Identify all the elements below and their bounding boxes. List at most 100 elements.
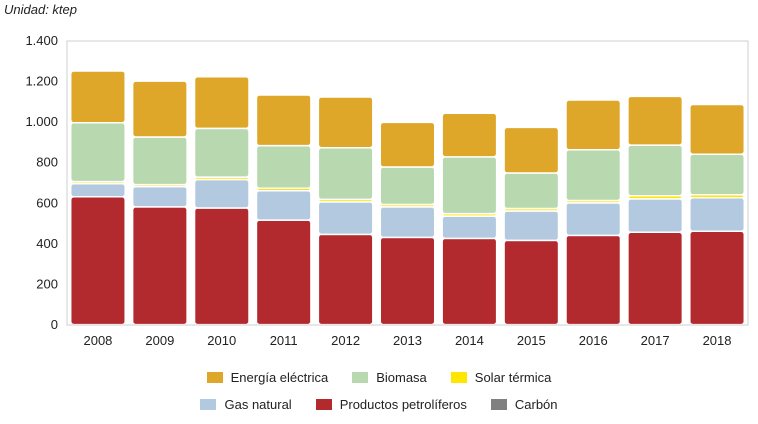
x-tick-label: 2010 [207, 333, 236, 348]
y-tick-label: 1.200 [25, 74, 58, 89]
legend-swatch [490, 399, 507, 410]
legend-swatch [200, 399, 217, 410]
bar-stack-2017 [627, 95, 684, 326]
bar-segment [255, 144, 312, 190]
bar-segment [379, 236, 436, 326]
bar-stack-2009 [131, 80, 188, 326]
legend-label: Gas natural [224, 397, 292, 412]
bar-stack-2013 [379, 121, 436, 326]
bar-segment [131, 80, 188, 138]
bar-segment [317, 96, 374, 149]
x-tick-label: 2008 [83, 333, 112, 348]
bar-stack-2018 [689, 103, 746, 326]
bar-segment [379, 166, 436, 206]
bar-segment [565, 148, 622, 202]
legend-item-energia-electrica: Energía eléctrica [206, 370, 329, 385]
legend-label: Energía eléctrica [230, 370, 329, 385]
bar-segment [441, 112, 498, 158]
legend-item-solar-termica: Solar térmica [450, 370, 552, 385]
y-tick-label: 600 [36, 195, 58, 210]
bar-stack-2012 [317, 96, 374, 326]
bar-segment [317, 201, 374, 236]
bar-segment [379, 121, 436, 168]
bar-segment [689, 103, 746, 155]
bar-segment [627, 231, 684, 326]
y-tick-label: 1.000 [25, 114, 58, 129]
legend-row-1: Energía eléctrica Biomasa Solar térmica [0, 370, 758, 385]
bar-stack-2010 [193, 75, 250, 326]
bar-segment [69, 70, 126, 124]
bar-segment [193, 178, 250, 209]
x-tick-label: 2014 [455, 333, 484, 348]
legend-swatch [352, 372, 369, 383]
bar-segment [193, 127, 250, 178]
legend-swatch [450, 372, 467, 383]
bar-segment [503, 172, 560, 210]
bar-segment [441, 156, 498, 215]
bar-stack-2016 [565, 99, 622, 326]
x-tick-label: 2012 [331, 333, 360, 348]
x-tick-label: 2009 [145, 333, 174, 348]
legend-label: Carbón [514, 397, 558, 412]
bar-segment [565, 234, 622, 326]
bar-segment [193, 75, 250, 130]
bar-segment [193, 207, 250, 326]
bar-stack-2008 [69, 70, 126, 326]
bar-segment [317, 233, 374, 326]
bar-segment [689, 230, 746, 326]
bar-segment [255, 189, 312, 221]
bar-stacks [69, 70, 746, 326]
bar-stack-2014 [441, 112, 498, 326]
bar-segment [689, 197, 746, 233]
plot-frame [66, 40, 749, 326]
bar-stack-2015 [503, 126, 560, 326]
y-tick-label: 0 [51, 317, 58, 332]
legend-swatch [315, 399, 332, 410]
x-tick-label: 2015 [517, 333, 546, 348]
x-tick-label: 2011 [270, 333, 298, 348]
legend-label: Productos petrolíferos [339, 397, 467, 412]
bar-segment [627, 198, 684, 234]
unit-label: Unidad: ktep [4, 2, 77, 17]
bar-segment [131, 206, 188, 326]
bar-segment [627, 144, 684, 197]
bar-segment [317, 146, 374, 201]
x-tick-label: 2018 [703, 333, 732, 348]
bar-segment [441, 215, 498, 240]
y-tick-label: 800 [36, 155, 58, 170]
bar-segment [627, 95, 684, 146]
x-tick-label: 2016 [579, 333, 608, 348]
y-tick-label: 200 [36, 276, 58, 291]
bar-segment [131, 185, 188, 208]
legend-item-productos-petroliferos: Productos petrolíferos [315, 397, 467, 412]
bar-segment [69, 196, 126, 326]
bar-segment [565, 202, 622, 237]
legend-swatch [206, 372, 223, 383]
legend-label: Solar térmica [474, 370, 552, 385]
x-axis: 2008 2009 2010 2011 2012 2013 2014 2015 2016 2017… [83, 333, 731, 348]
bar-segment [503, 126, 560, 174]
x-tick-label: 2013 [393, 333, 422, 348]
legend-item-carbon: Carbón [490, 397, 558, 412]
bar-stack-2011 [255, 94, 312, 326]
y-tick-label: 400 [36, 236, 58, 251]
bar-segment [503, 210, 560, 242]
bar-segment [69, 182, 126, 198]
bar-segment [131, 136, 188, 186]
bar-segment [255, 219, 312, 326]
legend-label: Biomasa [376, 370, 427, 385]
bar-segment [503, 239, 560, 326]
x-tick-label: 2017 [641, 333, 670, 348]
legend-item-gas-natural: Gas natural [200, 397, 292, 412]
bar-segment [69, 122, 126, 183]
stacked-bar-chart: 0 200 400 600 800 1.000 1.200 1.400 2008 2009 201… [25, 33, 749, 348]
bar-segment [689, 153, 746, 196]
legend-item-biomasa: Biomasa [352, 370, 427, 385]
bar-segment [379, 206, 436, 239]
bar-segment [255, 94, 312, 147]
legend-row-2: Gas natural Productos petrolíferos Carbó… [0, 397, 758, 412]
bar-segment [441, 237, 498, 326]
y-tick-label: 1.400 [25, 33, 58, 48]
y-axis: 0 200 400 600 800 1.000 1.200 1.400 [25, 33, 58, 332]
bar-segment [565, 99, 622, 151]
